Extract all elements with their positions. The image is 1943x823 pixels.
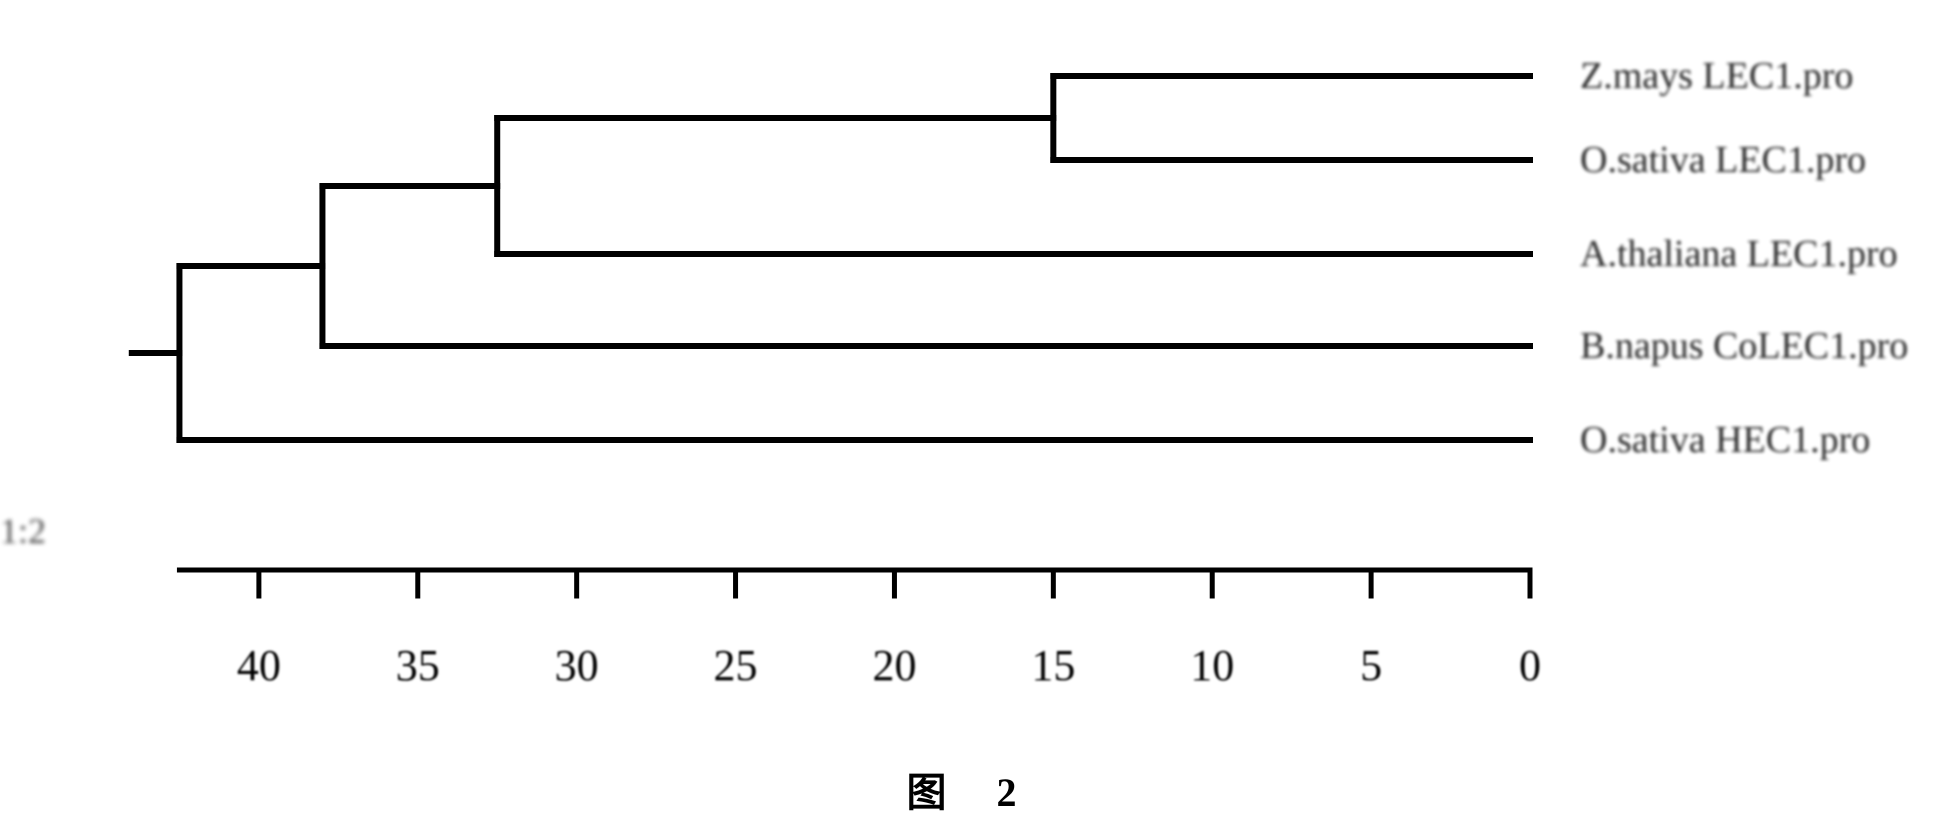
leaf-label: Z.mays LEC1.pro — [1580, 54, 1853, 98]
axis-tick-label: 0 — [1519, 640, 1541, 691]
dendrogram-plot — [80, 40, 1560, 540]
leaf-label: O.sativa LEC1.pro — [1580, 138, 1866, 182]
figure-caption: 图 2 — [907, 760, 1037, 818]
leaf-label: B.napus CoLEC1.pro — [1580, 324, 1908, 368]
leaf-label: O.sativa HEC1.pro — [1580, 418, 1870, 462]
leaf-label: A.thaliana LEC1.pro — [1580, 232, 1898, 276]
axis-tick-label: 15 — [1031, 640, 1075, 691]
axis-tick-label: 5 — [1360, 640, 1382, 691]
axis-tick-labels: 40 35 30 25 20 15 10 5 0 — [80, 640, 1560, 700]
axis-tick-label: 30 — [555, 640, 599, 691]
axis-tick-label: 25 — [714, 640, 758, 691]
axis-tick-label: 35 — [396, 640, 440, 691]
axis-tick-label: 10 — [1190, 640, 1234, 691]
axis-tick-label: 40 — [237, 640, 281, 691]
axis-tick-label: 20 — [872, 640, 916, 691]
side-label: 1:2 — [0, 510, 46, 552]
dendrogram-svg — [80, 40, 1560, 540]
